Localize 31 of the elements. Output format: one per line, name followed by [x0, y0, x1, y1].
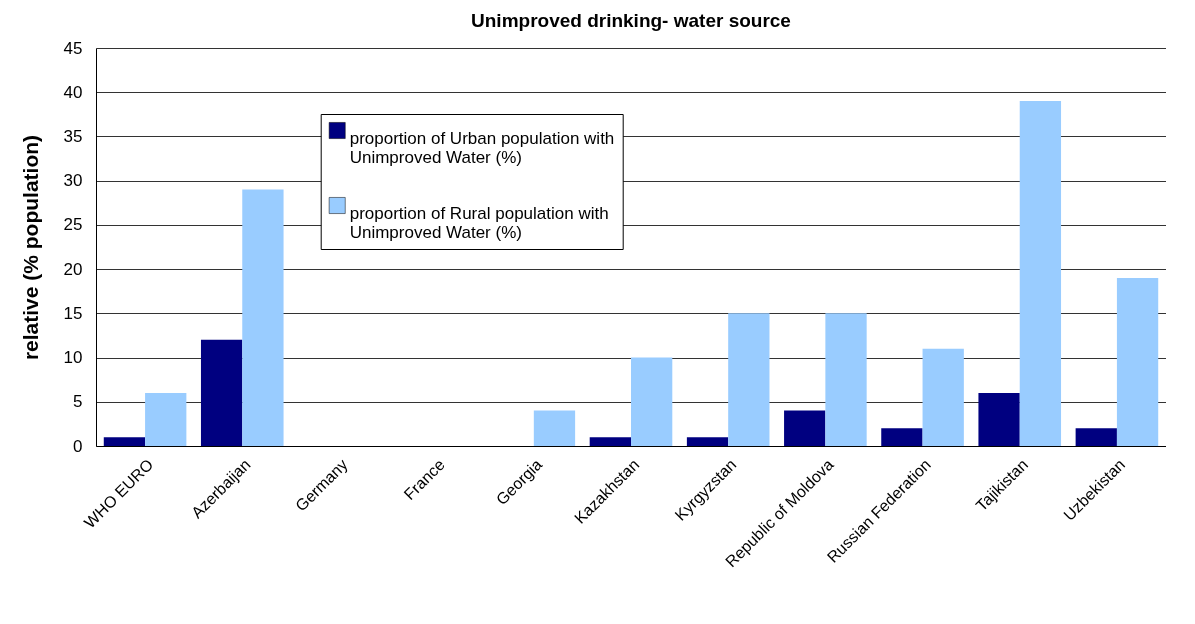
- bar: [686, 437, 729, 446]
- bar: [533, 410, 576, 446]
- bar: [825, 313, 867, 446]
- y-axis-title: relative (% population): [18, 134, 42, 361]
- bar: [145, 392, 187, 446]
- bar: [1116, 277, 1159, 446]
- bar: [728, 313, 770, 446]
- bar: [103, 437, 146, 446]
- y-tick-label: 5: [73, 392, 83, 412]
- y-tick-label: 15: [63, 303, 83, 323]
- y-tick-label: 35: [63, 126, 83, 146]
- bar: [922, 348, 964, 446]
- y-tick-label: 30: [63, 171, 83, 191]
- legend-label: proportion of Rural population with Unimproved Water (%): [349, 203, 609, 242]
- bar: [631, 357, 673, 446]
- bar: [881, 428, 923, 446]
- y-tick-label: 0: [73, 436, 83, 456]
- bar: [784, 410, 826, 446]
- legend-label: proportion of Urban population with Unimproved Water (%): [349, 128, 615, 167]
- y-tick-label: 10: [63, 348, 83, 368]
- bar: [1075, 428, 1117, 446]
- y-tick-label: 40: [63, 82, 83, 102]
- y-tick-label: 20: [63, 259, 83, 279]
- bar: [1019, 101, 1062, 446]
- bar: [242, 189, 284, 446]
- bar: [200, 339, 243, 446]
- bar: [589, 437, 631, 446]
- bar: [978, 392, 1020, 446]
- y-tick-label: 45: [63, 38, 83, 58]
- chart-title: Unimproved drinking- water source: [471, 10, 791, 31]
- y-tick-label: 25: [63, 215, 83, 235]
